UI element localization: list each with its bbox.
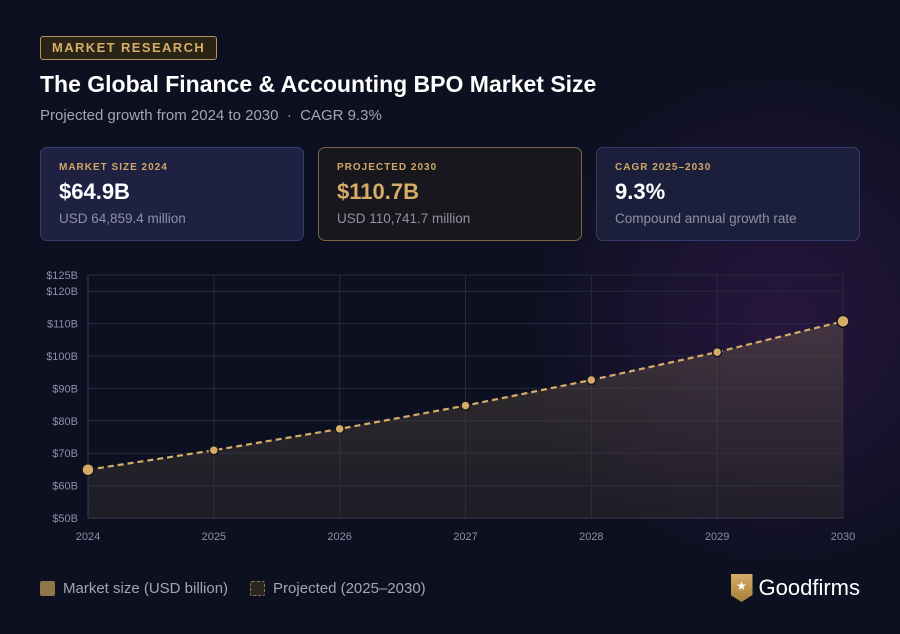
y-tick-label: $60B xyxy=(52,481,78,493)
area-fill xyxy=(88,321,843,518)
legend-swatch-actual xyxy=(40,581,55,596)
y-tick-label: $80B xyxy=(52,416,78,428)
x-tick-label: 2028 xyxy=(579,531,603,543)
card-value: $64.9B xyxy=(59,179,130,204)
subtitle: Projected growth from 2024 to 2030 · CAG… xyxy=(40,107,382,124)
card-desc: USD 110,741.7 million xyxy=(337,211,471,226)
data-point xyxy=(81,462,95,477)
card-desc: Compound annual growth rate xyxy=(615,211,797,226)
x-tick-label: 2027 xyxy=(453,531,477,543)
card-projected-2030: PROJECTED 2030 $110.7B USD 110,741.7 mil… xyxy=(318,147,582,241)
data-point xyxy=(586,374,597,386)
data-point xyxy=(334,423,345,435)
legend-swatch-projected xyxy=(250,581,266,596)
brand-logo: ★ Goodfirms xyxy=(730,574,860,602)
card-cagr: CAGR 2025–2030 9.3% Compound annual grow… xyxy=(596,147,860,241)
data-point xyxy=(460,400,471,411)
y-tick-label: $70B xyxy=(52,448,78,460)
card-label: PROJECTED 2030 xyxy=(337,162,438,173)
x-tick-label: 2030 xyxy=(831,531,855,543)
x-tick-label: 2026 xyxy=(327,531,351,543)
legend: Market size (USD billion) Projected (202… xyxy=(40,580,426,597)
y-tick-label: $100B xyxy=(46,351,78,363)
y-tick-label: $50B xyxy=(52,513,78,525)
shield-star-icon: ★ xyxy=(730,574,753,602)
card-value: 9.3% xyxy=(615,179,666,204)
y-tick-label: $90B xyxy=(52,383,78,395)
x-tick-label: 2025 xyxy=(202,531,226,543)
legend-projected: Projected (2025–2030) xyxy=(273,580,426,597)
category-tag: MARKET RESEARCH xyxy=(40,36,218,60)
card-market-size-2024: MARKET SIZE 2024 $64.9B USD 64,859.4 mil… xyxy=(40,147,304,241)
x-tick-label: 2029 xyxy=(705,531,729,543)
card-label: MARKET SIZE 2024 xyxy=(59,162,168,173)
page-title: The Global Finance & Accounting BPO Mark… xyxy=(40,71,597,97)
card-desc: USD 64,859.4 million xyxy=(59,211,186,226)
data-point xyxy=(208,445,220,456)
legend-actual: Market size (USD billion) xyxy=(63,580,229,597)
card-value: $110.7B xyxy=(337,179,419,204)
y-tick-label: $120B xyxy=(46,286,78,298)
card-label: CAGR 2025–2030 xyxy=(615,162,712,173)
x-tick-label: 2024 xyxy=(76,531,100,543)
brand-name: Goodfirms xyxy=(758,575,860,600)
y-tick-label: $110B xyxy=(47,319,78,331)
y-tick-label: $125B xyxy=(46,270,78,282)
data-point xyxy=(711,346,723,358)
data-point xyxy=(836,314,850,329)
